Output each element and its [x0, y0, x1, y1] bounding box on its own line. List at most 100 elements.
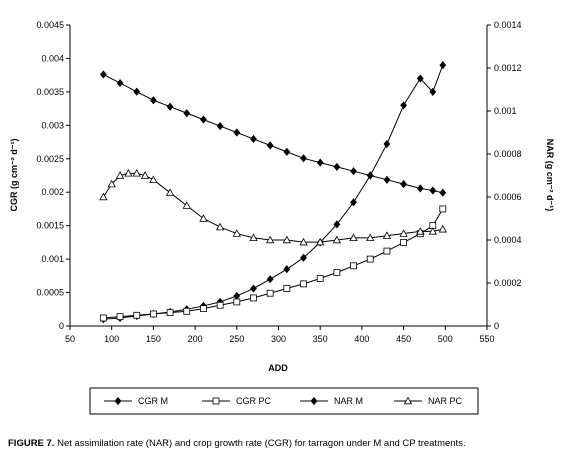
left-y-axis-title: CGR (g cm⁻² d⁻¹): [9, 139, 19, 212]
x-axis-title: ADD: [268, 363, 288, 373]
right-y-tick-label: 0.0006: [494, 192, 522, 202]
right-y-tick-label: 0.0002: [494, 278, 522, 288]
data-point-cgr-m: [266, 275, 274, 284]
series-cgr-pc: [99, 205, 447, 322]
data-point-nar-m: [266, 141, 274, 150]
legend-marker-cgr-m: [114, 396, 122, 406]
data-point-cgr-m: [383, 139, 391, 149]
data-point-nar-m: [333, 162, 341, 171]
data-point-nar-m: [400, 180, 407, 189]
data-point-cgr-m: [400, 101, 407, 110]
data-point-nar-m: [250, 134, 257, 144]
right-y-tick-label: 0: [494, 321, 499, 331]
data-point-nar-pc: [366, 233, 375, 242]
data-point-cgr-pc: [333, 269, 341, 276]
data-point-cgr-m: [233, 291, 241, 300]
data-point-nar-m: [283, 147, 291, 156]
figure-label: FIGURE 7.: [8, 438, 55, 449]
data-point-cgr-pc: [99, 314, 107, 322]
data-point-nar-pc: [428, 227, 437, 235]
data-point-cgr-m: [300, 253, 307, 262]
data-point-nar-m: [183, 109, 191, 118]
data-point-nar-m: [133, 87, 141, 96]
data-point-nar-m: [350, 167, 357, 176]
data-point-nar-m: [200, 115, 207, 124]
right-y-tick-label: 0.001: [494, 106, 517, 116]
data-point-nar-m: [99, 70, 107, 79]
data-point-cgr-pc: [250, 294, 257, 302]
data-point-cgr-pc: [200, 305, 207, 313]
data-point-nar-m: [439, 188, 447, 197]
left-y-tick-label: 0.0025: [36, 154, 64, 164]
data-point-cgr-pc: [400, 238, 408, 246]
data-point-cgr-pc: [216, 301, 224, 309]
data-point-nar-m: [383, 175, 391, 184]
x-tick-label: 500: [438, 334, 453, 344]
data-point-nar-m: [429, 186, 437, 195]
data-point-nar-pc: [249, 233, 258, 242]
left-y-tick-label: 0.001: [41, 254, 64, 264]
data-point-cgr-pc: [366, 255, 374, 263]
series-nar-m: [99, 70, 447, 197]
data-point-nar-pc: [399, 229, 408, 237]
data-point-nar-pc: [332, 235, 342, 244]
data-point-cgr-pc: [133, 311, 141, 319]
left-y-tick-label: 0.003: [41, 120, 64, 130]
figure-caption-text: Net assimilation rate (NAR) and crop gro…: [57, 438, 466, 449]
data-point-cgr-pc: [316, 275, 324, 282]
data-point-cgr-pc: [116, 313, 124, 321]
data-point-cgr-pc: [283, 285, 291, 292]
data-point-nar-pc: [140, 171, 150, 179]
data-point-cgr-pc: [350, 262, 357, 270]
data-point-cgr-pc: [183, 307, 191, 315]
data-point-nar-m: [116, 78, 124, 88]
left-y-tick-label: 0: [59, 321, 64, 331]
data-point-nar-pc: [149, 175, 158, 183]
left-y-tick-label: 0.004: [41, 53, 64, 63]
data-point-nar-pc: [115, 171, 125, 179]
data-point-nar-pc: [299, 237, 308, 246]
series-nar-pc: [99, 169, 447, 246]
series-line-nar-m: [103, 74, 443, 194]
data-point-cgr-m: [439, 61, 447, 70]
data-point-nar-pc: [265, 235, 275, 244]
left-y-tick-label: 0.002: [41, 187, 64, 197]
data-point-nar-pc: [316, 237, 325, 246]
data-point-nar-pc: [282, 235, 292, 244]
data-point-cgr-m: [350, 198, 357, 207]
right-y-tick-label: 0.0004: [494, 235, 522, 245]
legend-item-cgr-m: CGR M: [104, 396, 168, 406]
right-y-tick-label: 0.0012: [494, 63, 522, 73]
data-point-nar-m: [150, 96, 157, 105]
data-point-cgr-m: [250, 284, 257, 293]
legend-marker-cgr-pc: [212, 397, 220, 405]
legend-label: CGR PC: [236, 396, 272, 406]
data-point-nar-pc: [132, 169, 141, 177]
data-point-nar-pc: [107, 179, 116, 188]
legend-item-nar-m: NAR M: [300, 396, 363, 406]
figure-caption: FIGURE 7. Net assimilation rate (NAR) an…: [8, 438, 556, 449]
data-point-cgr-pc: [233, 298, 241, 306]
data-point-cgr-pc: [149, 310, 157, 318]
left-y-tick-label: 0.0015: [36, 221, 64, 231]
right-y-tick-label: 0.0014: [494, 20, 522, 30]
x-tick-label: 150: [146, 334, 161, 344]
data-point-cgr-pc: [166, 309, 174, 317]
left-y-tick-label: 0.0035: [36, 87, 64, 97]
legend-marker-nar-pc: [403, 396, 413, 405]
legend-marker-nar-m: [310, 396, 318, 406]
legend-item-nar-pc: NAR PC: [394, 396, 463, 406]
data-point-nar-pc: [416, 227, 425, 235]
data-point-cgr-pc: [266, 289, 274, 297]
data-point-nar-m: [416, 184, 424, 193]
legend-label: NAR M: [334, 396, 363, 406]
data-point-cgr-m: [429, 87, 437, 96]
data-point-nar-pc: [165, 188, 175, 196]
x-tick-label: 350: [313, 334, 328, 344]
data-point-nar-pc: [99, 192, 108, 201]
data-point-cgr-pc: [300, 280, 307, 288]
data-point-nar-pc: [182, 201, 191, 209]
data-point-nar-pc: [215, 222, 225, 231]
legend-label: CGR M: [138, 396, 168, 406]
x-tick-label: 250: [229, 334, 244, 344]
